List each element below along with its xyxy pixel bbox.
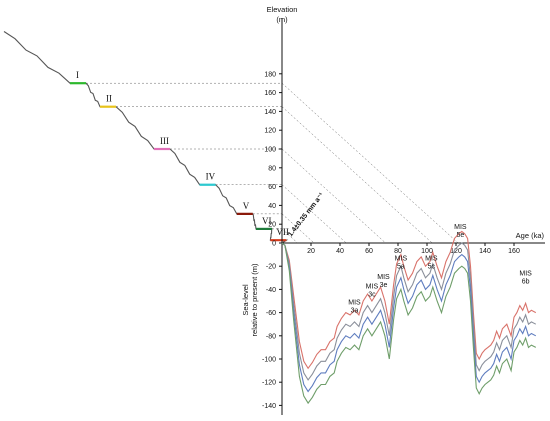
age-axis-title: Age (ka) [516,231,545,240]
sealevel-tick-label: -60 [266,310,276,317]
elevation-axis-unit: (m) [276,15,288,24]
uplift-projection [281,184,347,244]
elevation-tick-label: 60 [268,184,276,191]
mis-label: MIS [366,283,379,290]
mis-label: MIS [395,256,408,263]
mis-label-stage: 3a [351,308,359,315]
terrace-label: VII [276,227,289,237]
mis-label-stage: 5e [456,232,464,239]
terrace-label: IV [206,172,216,182]
age-tick-label: 120 [450,248,462,255]
elevation-tick-label: 160 [264,90,276,97]
sealevel-tick-label: -100 [262,357,276,364]
mis-label: MIS [519,271,532,278]
age-axis: Age (ka) 20 40 60 80 100 120 140 160 [282,231,545,255]
elevation-tick-label: 20 [268,222,276,229]
mis-label: MIS [454,224,467,231]
elevation-axis-title: Elevation [267,5,298,14]
elevation-tick-label: 40 [268,203,276,210]
elevation-tick-label: 120 [264,128,276,135]
topographic-profile [3,31,289,244]
sealevel-tick-label: -40 [266,287,276,294]
projection-guides [86,82,459,244]
sealevel-tick-label: -140 [262,403,276,410]
terrace-label: VI [262,216,272,226]
terrace-label: I [76,70,79,80]
elevation-tick-label: 140 [264,109,276,116]
mis-label: MIS [377,274,390,281]
mis-label-stage: 3e [380,282,388,289]
sealevel-curve [281,242,537,381]
mis-label-stage: 5a [397,264,405,271]
sealevel-tick-label: -120 [262,380,276,387]
sealevel-axis: Sea-level relative to present (m) -20 -40… [241,243,283,415]
age-tick-label: 80 [394,248,402,255]
mis-label-stage: 3c [368,291,376,298]
mis-label: MIS [425,256,438,263]
sealevel-axis-title-line2: relative to present (m) [250,263,259,336]
mis-label-stage: 6b [522,279,530,286]
age-tick-label: 140 [479,248,491,255]
elevation-axis: Elevation (m) 0 20 40 60 80 100 120 140 160 180 [264,5,297,248]
sealevel-curve [281,230,537,370]
elevation-tick-label: 180 [264,71,276,78]
age-tick-label: 160 [508,248,520,255]
elevation-tick-label: 80 [268,165,276,172]
sealevel-curve [281,242,537,405]
sealevel-tick-label: -80 [266,333,276,340]
sealevel-tick-label: -20 [266,264,276,271]
terrace-label: III [160,136,169,146]
uplift-projection [281,106,433,244]
mis-label: MIS [348,300,361,307]
sealevel-curve [281,242,537,393]
age-tick-label: 100 [421,248,433,255]
uplift-projection [281,213,315,244]
uplift-projection [281,148,386,244]
uplift-projection [281,83,459,244]
sealevel-curves [281,230,537,405]
elevation-tick-label: 100 [264,147,276,154]
terrace-label: V [243,201,250,211]
age-tick-label: 20 [307,248,315,255]
age-tick-label: 40 [336,248,344,255]
age-tick-label: 60 [365,248,373,255]
terrace-label: II [106,94,112,104]
uplift-projection [281,228,298,244]
elevation-tick-label: 0 [272,241,276,248]
uplift-rate-label: 1.4±0.35 mm a⁻¹ [287,191,326,238]
mis-label-stage: 5c [428,264,436,271]
sealevel-axis-title-line1: Sea-level [241,284,250,316]
